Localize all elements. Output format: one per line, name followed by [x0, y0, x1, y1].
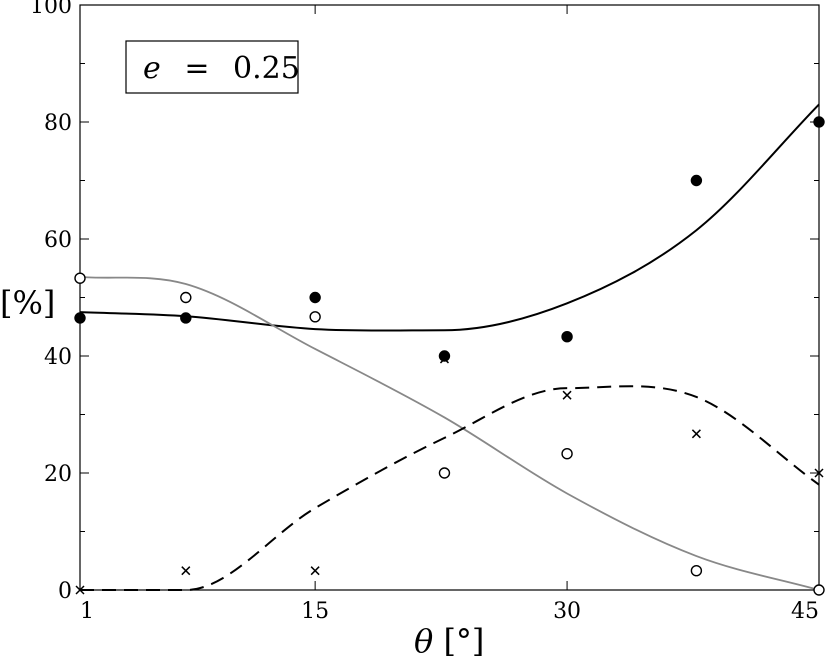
y-tick-label: 60 — [44, 228, 72, 253]
annotation-value: 0.25 — [233, 51, 300, 86]
open-circle-marker — [561, 447, 573, 460]
cross-stroke — [310, 566, 320, 576]
y-axis-title: [%] — [0, 284, 55, 322]
cross-marker — [75, 585, 85, 595]
cross-stroke — [691, 429, 701, 439]
x-tick-label: 15 — [301, 599, 329, 624]
data-markers — [74, 116, 825, 596]
fit-curve-series-3 — [80, 385, 820, 591]
open-circle-marker — [690, 564, 703, 577]
y-axis-ticks: 0 20 40 60 80 100 — [30, 0, 819, 604]
y-tick-label: 100 — [30, 0, 72, 19]
filled-circle-marker — [690, 174, 703, 187]
x-axis-ticks: 1 15 30 45 — [79, 5, 820, 624]
annotation-equals: = — [184, 51, 209, 86]
open-circle-marker — [438, 467, 451, 479]
cross-stroke — [439, 354, 449, 364]
cross-marker — [310, 566, 320, 576]
annotation-box: e = 0.25 — [125, 40, 300, 94]
x-tick-label: 45 — [791, 599, 819, 624]
filled-circle-marker — [561, 330, 573, 343]
open-circle-marker — [813, 584, 825, 596]
x-tick-label: 1 — [80, 599, 94, 624]
cross-marker — [814, 468, 824, 478]
cross-stroke — [562, 390, 572, 400]
annotation-variable: e — [143, 51, 161, 86]
x-axis-title: θ [°] — [414, 622, 484, 660]
annotation-frame — [125, 40, 299, 94]
x-axis-symbol: θ — [414, 622, 433, 660]
cross-marker — [691, 429, 701, 439]
plot-frame — [79, 4, 820, 591]
open-circle-marker — [180, 291, 192, 304]
open-circle-marker — [309, 311, 321, 323]
y-tick-label: 20 — [44, 462, 72, 487]
open-circle-marker — [74, 272, 86, 284]
plot-frame-group — [79, 4, 820, 591]
filled-circle-marker — [180, 312, 192, 324]
fit-curve-series-2 — [79, 276, 820, 591]
cross-stroke — [181, 566, 191, 576]
y-tick-label: 80 — [44, 111, 72, 136]
annotation-text: e = 0.25 — [143, 51, 300, 86]
filled-circle-marker — [438, 350, 451, 362]
filled-circle-marker — [813, 116, 825, 128]
cross-marker — [562, 390, 572, 400]
y-tick-label: 40 — [44, 345, 72, 370]
x-tick-label: 30 — [553, 599, 581, 624]
cross-marker — [439, 354, 449, 364]
cross-stroke — [75, 585, 85, 595]
x-axis-unit: [°] — [443, 622, 484, 660]
axis-titles: [%] θ [°] — [0, 284, 484, 660]
cross-stroke — [814, 468, 824, 478]
y-tick-label: 0 — [58, 579, 72, 604]
cross-marker — [181, 566, 191, 576]
filled-circle-marker — [74, 312, 86, 324]
filled-circle-marker — [309, 291, 321, 304]
